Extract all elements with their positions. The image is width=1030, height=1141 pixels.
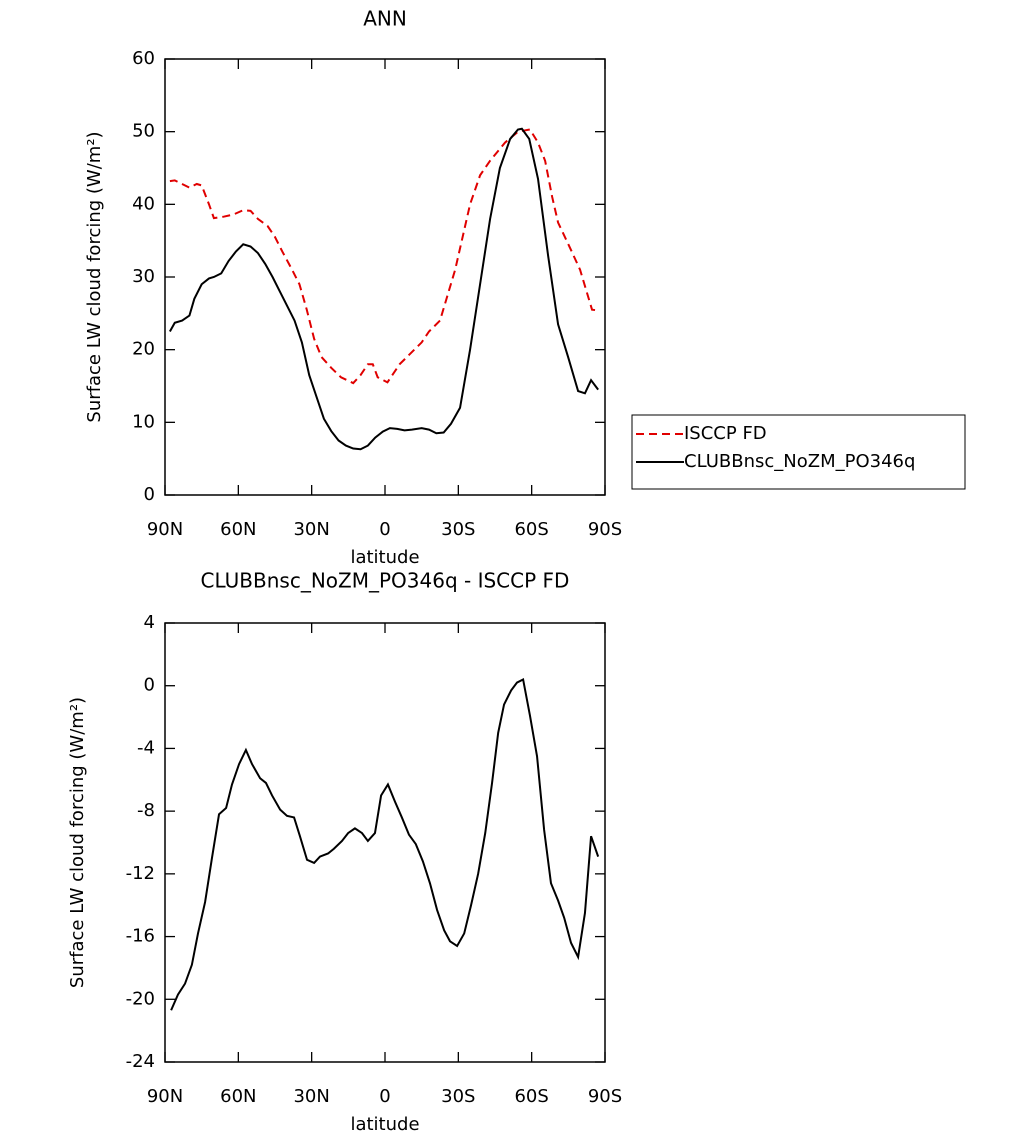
x-tick-label: 90S: [588, 519, 622, 540]
y-tick-label: 20: [132, 339, 155, 360]
chart-title: ANN: [363, 7, 407, 31]
plot-frame: [164, 622, 606, 1063]
y-axis-label: Surface LW cloud forcing (W/m²): [67, 697, 88, 988]
x-tick-label: 60N: [220, 1086, 256, 1107]
legend-label: CLUBBnsc_NoZM_PO346q: [684, 451, 915, 472]
y-tick-label: -4: [137, 737, 155, 758]
y-tick-label: 0: [144, 484, 155, 505]
series-line: [170, 677, 600, 1011]
x-tick-label: 60N: [220, 519, 256, 540]
x-tick-label: 90N: [147, 1086, 183, 1107]
y-tick-label: -12: [126, 863, 155, 884]
x-tick-label: 90N: [147, 519, 183, 540]
y-tick-label: 60: [132, 48, 155, 69]
y-axis-label: Surface LW cloud forcing (W/m²): [84, 131, 105, 422]
x-tick-label: 90S: [588, 1086, 622, 1107]
x-axis-label: latitude: [350, 547, 419, 568]
y-tick-label: -24: [126, 1051, 155, 1072]
x-tick-label: 0: [379, 1086, 390, 1107]
plot-frame: [164, 58, 606, 496]
x-tick-label: 30S: [441, 1086, 475, 1107]
x-tick-label: 30S: [441, 519, 475, 540]
y-tick-label: -16: [126, 926, 155, 947]
chart-title: CLUBBnsc_NoZM_PO346q - ISCCP FD: [201, 569, 570, 593]
legend-label: ISCCP FD: [684, 423, 767, 444]
x-tick-label: 30N: [293, 1086, 329, 1107]
legend-box: [631, 414, 966, 490]
y-tick-label: 0: [144, 675, 155, 696]
x-tick-label: 30N: [293, 519, 329, 540]
series-line: [169, 127, 599, 451]
y-tick-label: 10: [132, 411, 155, 432]
y-tick-label: 30: [132, 266, 155, 287]
y-tick-label: 4: [144, 612, 155, 633]
x-tick-label: 60S: [514, 519, 548, 540]
x-tick-label: 0: [379, 519, 390, 540]
series-line: [169, 128, 599, 385]
y-tick-label: -20: [126, 988, 155, 1009]
y-tick-label: -8: [137, 800, 155, 821]
y-tick-label: 40: [132, 193, 155, 214]
x-axis-label: latitude: [350, 1114, 419, 1135]
x-tick-label: 60S: [514, 1086, 548, 1107]
y-tick-label: 50: [132, 121, 155, 142]
